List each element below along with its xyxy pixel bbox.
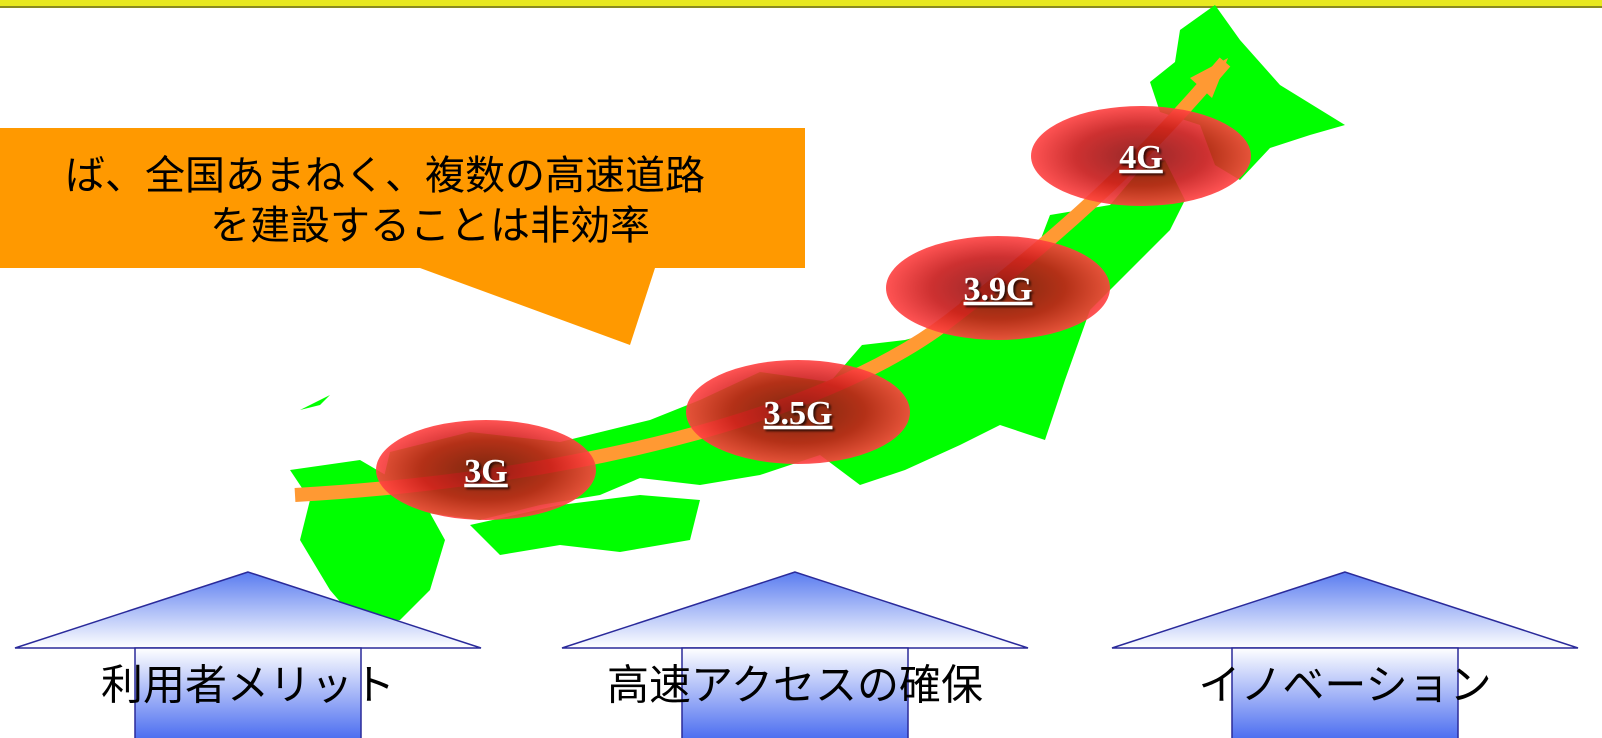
up-arrow-body: [134, 647, 362, 738]
stage-label: 4G: [1119, 139, 1162, 176]
stage-label: 3.9G: [964, 271, 1033, 308]
stage-ellipse: [686, 360, 910, 464]
progress-arrow-head: [1190, 58, 1228, 98]
up-arrow-body: [1231, 647, 1459, 738]
stage-ellipse: [886, 236, 1110, 340]
arrow-label: 高速アクセスの確保: [607, 661, 983, 710]
stage-ellipse: [1031, 106, 1251, 206]
arrow-label: 利用者メリット: [101, 661, 395, 710]
up-arrow-head: [561, 571, 1029, 649]
stage-label: 3G: [464, 453, 507, 490]
stage-label: 3.5G: [764, 395, 833, 432]
stage-ellipse: [376, 420, 596, 520]
up-arrow-body: [681, 647, 909, 738]
arrow-label: イノベーション: [1198, 661, 1491, 710]
top-bar: [0, 0, 1602, 6]
callout-line: を建設することは非効率: [210, 203, 650, 249]
callout-line: ば、全国あまねく、複数の高速道路: [65, 153, 705, 199]
callout-box: [0, 128, 805, 345]
up-arrow-head: [1111, 571, 1579, 649]
